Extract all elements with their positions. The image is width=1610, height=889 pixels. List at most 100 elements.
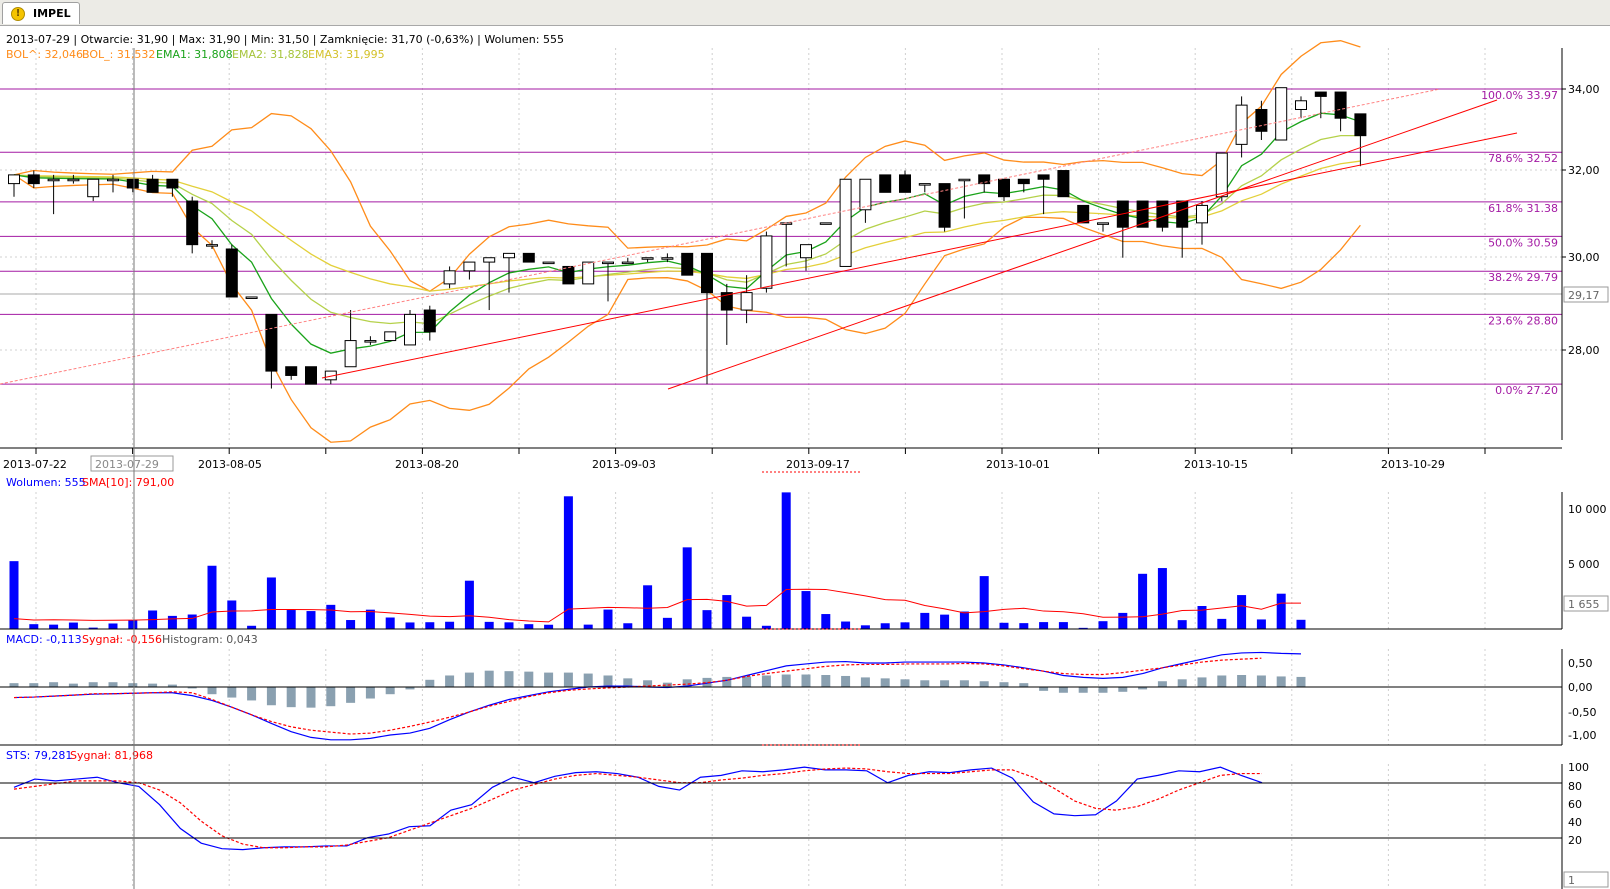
sts-plot	[13, 766, 1263, 851]
macd-signal-line	[13, 657, 1262, 735]
date-label: 2013-08-20	[395, 458, 459, 471]
candle-body	[265, 313, 278, 372]
macd-hist-bar	[1197, 677, 1207, 687]
volume-bar	[49, 624, 59, 629]
macd-hist-bar	[484, 670, 494, 687]
volume-bar	[1177, 620, 1187, 629]
legend-bol-up: BOL^: 32,046	[6, 48, 83, 61]
price-header: 2013-07-29 | Otwarcie: 31,90 | Max: 31,9…	[6, 33, 564, 46]
macd-hist-bar	[286, 687, 296, 708]
volume-bar	[365, 609, 375, 629]
volume-bar	[900, 622, 910, 629]
macd-plot	[9, 651, 1306, 741]
volume-bar	[1256, 619, 1266, 629]
candle-body	[958, 178, 971, 182]
candle-body	[8, 174, 20, 185]
tab-impel[interactable]: ! IMPEL	[2, 2, 80, 24]
cursor-date: 2013-07-29	[95, 458, 159, 471]
volume-bar	[1217, 618, 1227, 629]
volume-bar	[1118, 612, 1128, 629]
fib-label: 61.8% 31.38	[1488, 202, 1558, 215]
candle-body	[879, 174, 892, 193]
candle-body	[146, 178, 159, 193]
date-label: 2013-10-01	[986, 458, 1050, 471]
volume-bar	[187, 614, 197, 629]
candle-body	[1215, 152, 1228, 198]
candle-body	[720, 292, 733, 311]
trend-lines	[0, 88, 1518, 390]
sma-legend: SMA[10]: 791,00	[82, 476, 174, 489]
candles	[8, 87, 1367, 389]
volume-bar	[88, 627, 98, 629]
macd-hist-bar	[781, 674, 791, 687]
macd-hist-bar	[1039, 687, 1049, 691]
volume-bars	[9, 492, 1306, 629]
candle-body	[641, 257, 654, 260]
macd-hist-bar	[920, 680, 930, 687]
macd-hist-bar	[207, 687, 217, 695]
candle-body	[899, 174, 911, 193]
candle-body	[1057, 170, 1070, 198]
macd-hist-bar	[841, 675, 851, 687]
macd-hist-bar	[1118, 687, 1128, 692]
macd-hist-bar	[445, 675, 455, 687]
macd-hist-bar	[148, 683, 158, 687]
chart-area[interactable]: 2013-07-29 | Otwarcie: 31,90 | Max: 31,9…	[0, 26, 1610, 889]
sts-signal-line	[13, 767, 1262, 849]
volume-bar	[247, 625, 257, 629]
volume-bar	[1197, 606, 1207, 629]
candle-body	[681, 252, 694, 276]
candle-body	[582, 261, 595, 285]
candle-body	[602, 261, 614, 265]
macd-hist-bar	[583, 673, 593, 687]
volume-bar	[207, 565, 217, 629]
candle-body	[1196, 204, 1208, 224]
macd-signal-legend: Sygnał: -0,156	[82, 633, 162, 646]
volume-bar	[346, 620, 356, 629]
macd-hist-bar	[979, 681, 989, 687]
volume-bar	[1019, 623, 1029, 629]
fib-label: 50.0% 30.59	[1488, 236, 1558, 249]
volume-bar	[425, 622, 435, 629]
macd-hist-bar	[643, 680, 653, 687]
macd-hist-bar	[128, 683, 138, 687]
macd-line	[13, 651, 1302, 741]
volume-bar	[583, 624, 593, 629]
sts-signal-legend: Sygnał: 81,968	[70, 749, 153, 762]
volume-bar	[880, 623, 890, 629]
price-tick: 28,00	[1568, 344, 1600, 357]
candle-body	[344, 340, 357, 368]
volume-bar	[1078, 627, 1088, 629]
candle-body	[1017, 178, 1030, 185]
volume-bar	[801, 591, 811, 629]
candle-body	[1176, 200, 1189, 228]
volume-bar	[29, 624, 39, 629]
sts-last-box	[1563, 871, 1609, 888]
candle-body	[463, 261, 476, 272]
volume-bar	[484, 621, 494, 629]
fib-label: 23.6% 28.80	[1488, 314, 1558, 327]
macd-hist-bar	[187, 687, 197, 689]
candle-body	[1037, 174, 1050, 180]
volume-bar	[860, 625, 870, 629]
volume-bar	[1276, 593, 1286, 629]
date-labels: 2013-07-22 2013-08-05 2013-08-20 2013-09…	[3, 458, 1445, 471]
candle-body	[186, 200, 199, 246]
volume-bar	[544, 624, 554, 629]
volume-bar	[306, 611, 316, 629]
macd-tick: -1,00	[1568, 729, 1596, 742]
sma-line	[13, 588, 1301, 623]
tab-label: IMPEL	[33, 7, 71, 20]
volume-bar	[603, 609, 613, 629]
candle-body	[661, 257, 674, 260]
candle-body	[938, 183, 951, 228]
candle-body	[542, 261, 555, 265]
candle-body	[245, 296, 258, 299]
sts-tick: 20	[1568, 834, 1582, 847]
legend-ema2: EMA2: 31,828	[232, 48, 309, 61]
volume-bar	[841, 621, 851, 629]
macd-hist-bar	[959, 680, 969, 687]
candle-body	[27, 174, 40, 185]
sts-tick: 60	[1568, 798, 1582, 811]
macd-hist-bar	[1217, 675, 1227, 687]
